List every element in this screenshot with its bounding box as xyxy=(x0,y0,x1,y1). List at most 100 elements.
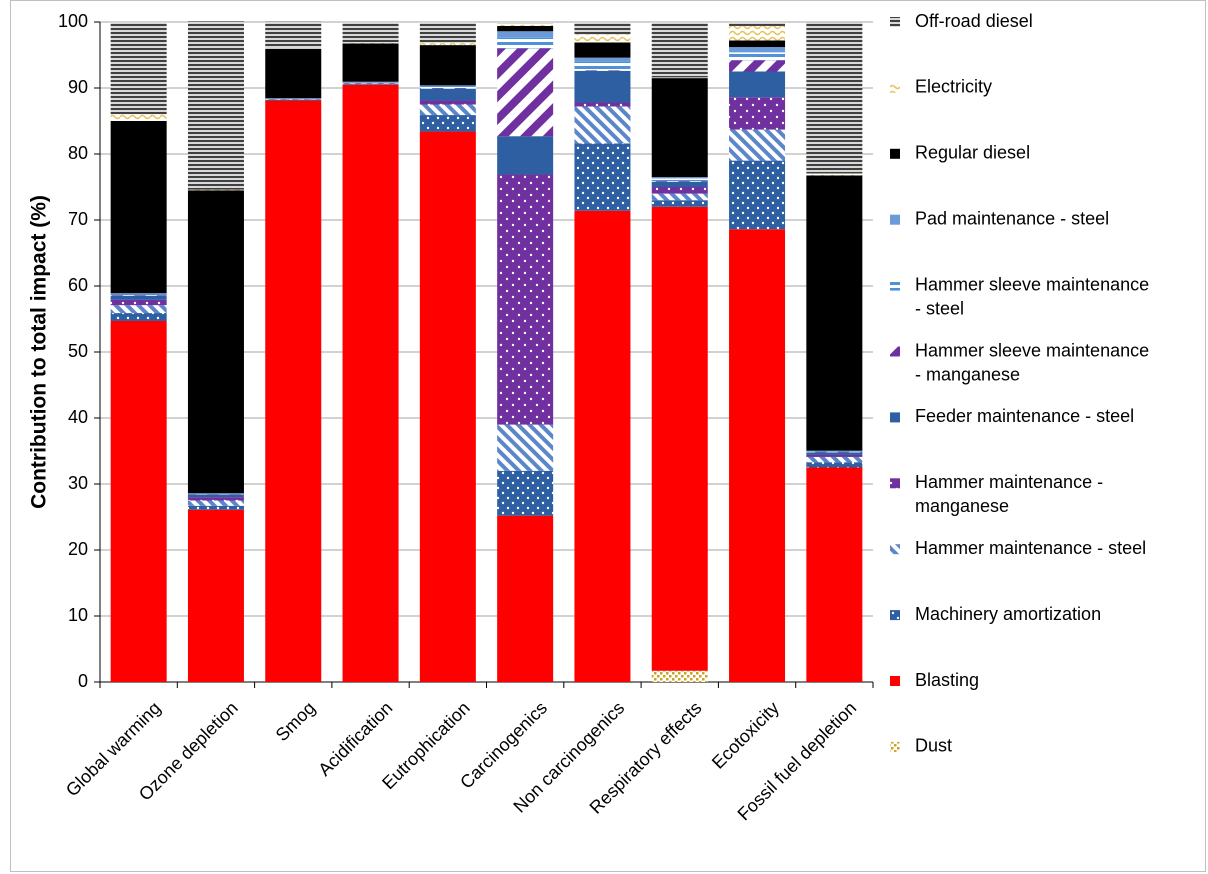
bar-segment xyxy=(497,136,554,175)
bar-segment xyxy=(806,467,863,682)
bar-segment xyxy=(651,77,708,79)
bar-segment xyxy=(497,470,554,516)
bar-segment xyxy=(265,21,322,49)
bar-segment xyxy=(574,57,631,62)
legend-label: Hammer maintenance - steel xyxy=(915,538,1146,558)
bar-segment xyxy=(419,115,476,132)
bar-segment xyxy=(574,61,631,71)
bar-segment xyxy=(110,295,167,296)
bar-segment xyxy=(729,229,786,683)
legend-label: Hammer maintenance - xyxy=(915,472,1103,492)
bar-segment xyxy=(342,22,399,43)
bar-segment xyxy=(265,100,322,683)
legend-swatch xyxy=(890,214,900,225)
bar-segment xyxy=(110,299,167,306)
bar-segment xyxy=(497,424,554,471)
bar-segment xyxy=(729,97,786,130)
bar-segment xyxy=(729,129,786,161)
legend-label: Hammer sleeve maintenance xyxy=(915,340,1149,360)
bar-segment xyxy=(651,670,708,682)
bar-segment xyxy=(651,206,708,671)
bar-segment xyxy=(806,451,863,452)
bar-segment xyxy=(419,88,476,89)
bar-segment xyxy=(419,88,476,101)
legend-swatch xyxy=(890,82,900,93)
bar-segment xyxy=(651,187,708,194)
bar-segment xyxy=(806,452,863,455)
bar-segment xyxy=(806,173,863,176)
y-tick-label: 30 xyxy=(68,473,88,493)
bar-segment xyxy=(342,42,399,44)
bar-segment xyxy=(419,45,476,86)
bar-segment xyxy=(419,43,476,46)
bar-segment xyxy=(265,48,322,49)
bar-segment xyxy=(729,52,786,61)
bar-segment xyxy=(265,48,322,99)
legend-item: Hammer sleeve maintenance - steel xyxy=(890,274,1149,318)
bar-segment xyxy=(729,40,786,48)
y-tick-label: 90 xyxy=(68,77,88,97)
legend-item: Hammer maintenance - manganese xyxy=(890,472,1103,516)
legend-label: Off-road diesel xyxy=(915,11,1033,31)
legend-label: Electricity xyxy=(915,77,992,97)
legend-label: Hammer sleeve maintenance xyxy=(915,274,1149,294)
bar-segment xyxy=(187,189,244,191)
bar-segment xyxy=(574,143,631,211)
bar-segment xyxy=(651,178,708,182)
y-tick-label: 50 xyxy=(68,341,88,361)
y-tick-label: 0 xyxy=(78,671,88,691)
bar-segment xyxy=(342,43,399,82)
bar-segment xyxy=(729,22,786,26)
bar-segment xyxy=(342,83,399,85)
bar-segment xyxy=(651,200,708,207)
bar-segment xyxy=(806,175,863,451)
legend-label: manganese xyxy=(915,496,1009,516)
legend-item: Blasting xyxy=(890,670,979,690)
x-tick-label: Ecotoxicity xyxy=(708,698,783,773)
legend-item: Hammer maintenance - steel xyxy=(890,538,1146,558)
legend-item: Off-road diesel xyxy=(890,11,1033,31)
bar-segment xyxy=(574,42,631,58)
bar-segment xyxy=(342,82,399,84)
y-tick-label: 20 xyxy=(68,539,88,559)
bar-segment xyxy=(497,48,554,137)
bar-segment xyxy=(574,210,631,682)
bar-segment xyxy=(419,131,476,682)
bar-segment xyxy=(497,23,554,26)
legend-label: Regular diesel xyxy=(915,143,1030,163)
legend-swatch xyxy=(890,676,900,686)
bar-segment xyxy=(187,509,244,682)
bar-segment xyxy=(419,104,476,116)
bar-segment xyxy=(729,25,786,41)
y-tick-label: 10 xyxy=(68,605,88,625)
bar-segment xyxy=(806,451,863,453)
bar-segment xyxy=(806,456,863,463)
legend-item: Dust xyxy=(890,736,952,756)
bar-segment xyxy=(187,505,244,510)
bar-segment xyxy=(187,21,244,190)
bar-segment xyxy=(729,47,786,53)
bar-segment xyxy=(110,22,167,115)
bar-segment xyxy=(574,70,631,103)
bar-segment xyxy=(574,106,631,144)
legend-item: Hammer sleeve maintenance - manganese xyxy=(890,340,1149,384)
bar-segment xyxy=(419,86,476,88)
bar-segment xyxy=(497,37,554,49)
bar-segment xyxy=(806,462,863,468)
bar-segment xyxy=(497,22,554,24)
bar-segment xyxy=(651,181,708,187)
bar-segment xyxy=(110,293,167,296)
bar-segment xyxy=(419,100,476,105)
bar-segment xyxy=(187,500,244,506)
legend-swatch xyxy=(890,280,900,291)
legend: Off-road diesel Electricity Regular diesel… xyxy=(890,11,1149,756)
y-tick-label: 40 xyxy=(68,407,88,427)
bar-segment xyxy=(806,454,863,457)
bar-segment xyxy=(574,22,631,35)
bar-segment xyxy=(187,190,244,494)
bar-segment xyxy=(729,60,786,72)
bar-segment xyxy=(187,493,244,495)
bars xyxy=(110,21,863,683)
